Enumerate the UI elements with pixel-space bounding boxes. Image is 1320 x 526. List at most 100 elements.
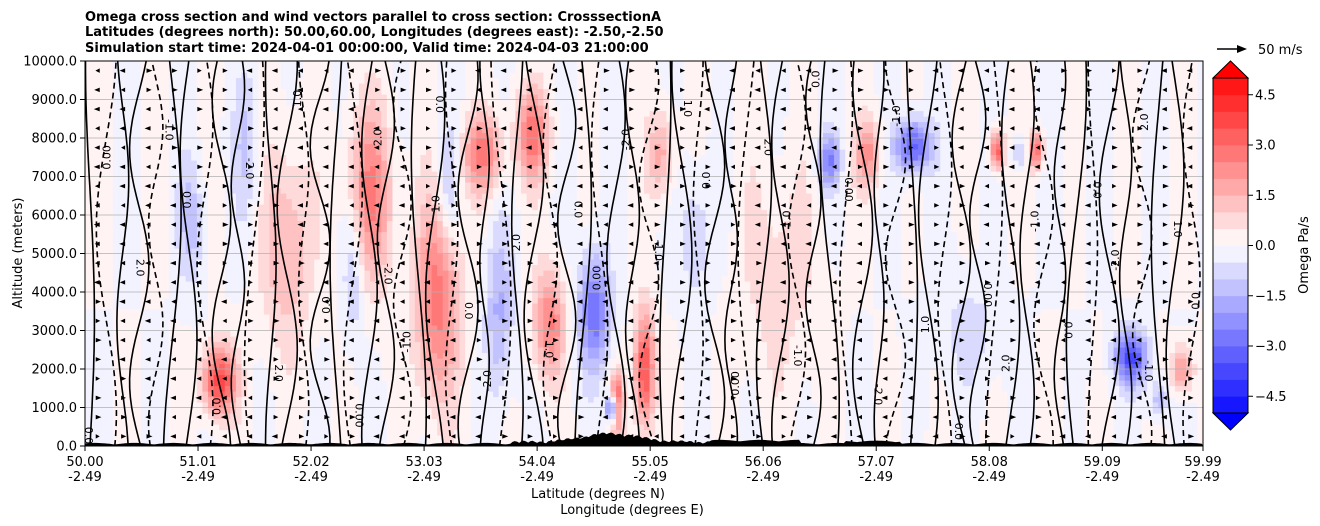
- omega-cell: [319, 435, 326, 442]
- omega-cell: [180, 369, 187, 376]
- omega-cell: [364, 275, 371, 282]
- omega-cell: [291, 66, 299, 73]
- omega-cell: [90, 77, 97, 84]
- omega-cell: [420, 396, 427, 403]
- omega-cell: [269, 314, 276, 321]
- omega-cell: [353, 336, 360, 343]
- omega-cell: [476, 352, 483, 359]
- omega-cell: [386, 363, 394, 370]
- omega-cell: [314, 187, 321, 194]
- omega-cell: [269, 369, 276, 376]
- omega-cell: [230, 220, 237, 227]
- omega-cell: [303, 385, 310, 392]
- omega-cell: [358, 83, 366, 90]
- omega-cell: [398, 187, 405, 194]
- omega-cell: [224, 193, 231, 200]
- omega-cell: [330, 143, 338, 150]
- omega-cell: [342, 385, 349, 392]
- omega-cell: [235, 281, 243, 288]
- omega-cell: [196, 429, 203, 436]
- omega-cell: [392, 391, 399, 398]
- omega-cell: [129, 160, 136, 167]
- omega-cell: [101, 319, 108, 326]
- omega-cell: [437, 132, 444, 139]
- omega-cell: [202, 319, 209, 326]
- omega-cell: [459, 418, 466, 425]
- omega-cell: [269, 237, 276, 244]
- omega-cell: [437, 149, 444, 156]
- omega-cell: [431, 325, 438, 332]
- omega-cell: [263, 336, 271, 343]
- omega-cell: [152, 121, 159, 128]
- omega-cell: [163, 182, 170, 189]
- omega-cell: [381, 259, 388, 266]
- omega-cell: [152, 292, 159, 299]
- omega-cell: [207, 424, 215, 431]
- omega-cell: [230, 380, 237, 387]
- omega-cell: [235, 198, 243, 205]
- omega-cell: [358, 94, 366, 101]
- omega-cell: [174, 77, 181, 84]
- omega-cell: [470, 116, 477, 123]
- omega-cell: [325, 209, 332, 216]
- omega-cell: [319, 226, 326, 233]
- omega-cell: [330, 413, 338, 420]
- omega-cell: [342, 418, 349, 425]
- omega-cell: [437, 314, 444, 321]
- omega-cell: [414, 429, 421, 436]
- omega-cell: [358, 88, 366, 95]
- omega-cell: [409, 363, 416, 370]
- omega-cell: [174, 297, 181, 304]
- omega-cell: [448, 413, 455, 420]
- omega-cell: [219, 380, 226, 387]
- omega-cell: [308, 226, 315, 233]
- omega-cell: [392, 402, 399, 409]
- omega-cell: [129, 132, 136, 139]
- omega-cell: [191, 297, 198, 304]
- omega-cell: [230, 374, 237, 381]
- omega-cell: [330, 127, 338, 134]
- omega-cell: [118, 231, 125, 238]
- omega-cell: [202, 242, 209, 249]
- omega-cell: [213, 165, 220, 172]
- omega-cell: [196, 407, 203, 414]
- omega-cell: [431, 369, 438, 376]
- omega-cell: [392, 237, 399, 244]
- omega-cell: [235, 176, 243, 183]
- omega-cell: [247, 303, 254, 310]
- omega-cell: [207, 286, 215, 293]
- omega-cell: [414, 248, 421, 255]
- omega-cell: [459, 314, 466, 321]
- omega-cell: [157, 292, 164, 299]
- omega-cell: [353, 281, 360, 288]
- omega-cell: [241, 149, 248, 156]
- omega-cell: [202, 336, 209, 343]
- omega-cell: [431, 259, 438, 266]
- omega-cell: [118, 336, 125, 343]
- omega-cell: [347, 314, 354, 321]
- omega-cell: [465, 193, 472, 200]
- omega-cell: [157, 352, 164, 359]
- omega-cell: [180, 187, 187, 194]
- omega-cell: [347, 215, 354, 222]
- omega-cell: [442, 237, 449, 244]
- omega-cell: [370, 248, 377, 255]
- omega-cell: [207, 314, 215, 321]
- omega-cell: [437, 160, 444, 167]
- omega-cell: [180, 325, 187, 332]
- omega-cell: [409, 88, 416, 95]
- omega-cell: [163, 358, 170, 365]
- omega-cell: [112, 83, 120, 90]
- omega-cell: [286, 215, 293, 222]
- omega-cell: [448, 424, 455, 431]
- omega-cell: [364, 297, 371, 304]
- omega-cell: [202, 369, 209, 376]
- omega-cell: [420, 303, 427, 310]
- omega-cell: [347, 154, 354, 161]
- omega-cell: [163, 297, 170, 304]
- omega-cell: [85, 127, 92, 134]
- omega-cell: [470, 407, 477, 414]
- omega-cell: [230, 237, 237, 244]
- omega-cell: [85, 270, 92, 277]
- omega-cell: [314, 435, 321, 442]
